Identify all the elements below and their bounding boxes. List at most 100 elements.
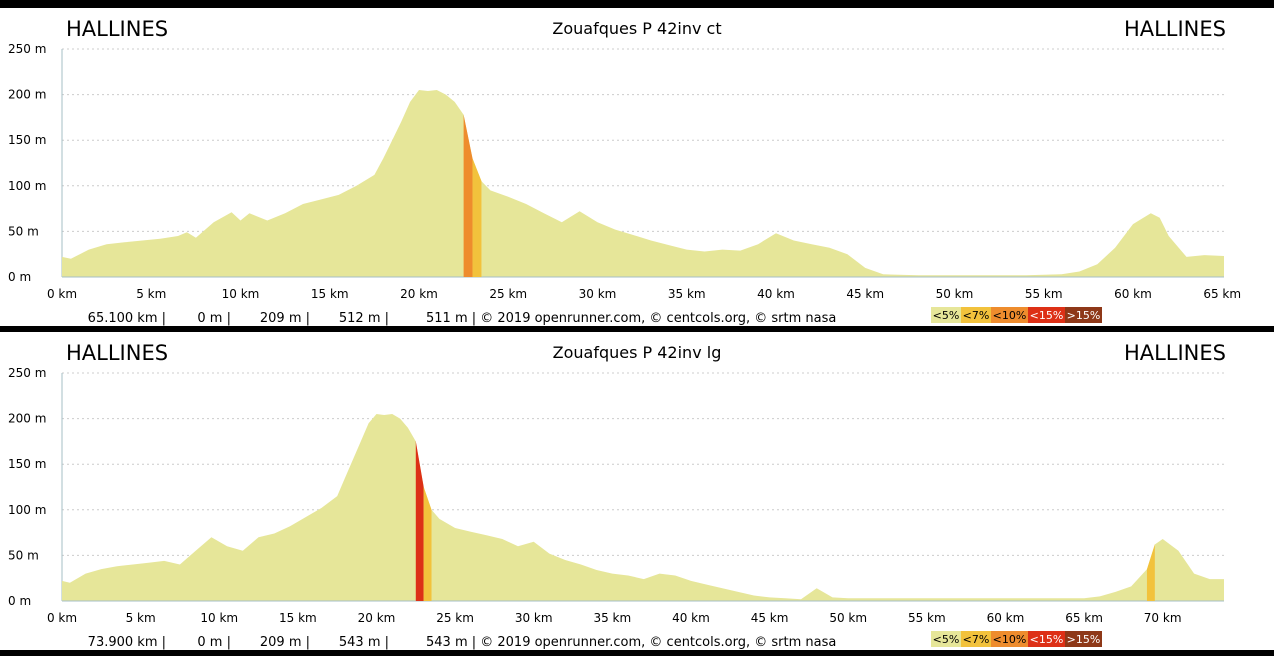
profile-panel-1: HALLINES Zouafques P 42inv ct HALLINES 0… [0,8,1274,326]
x-tick-label: 65 km [1203,287,1241,301]
legend-label: <7% [963,309,990,322]
legend-entry: <10% [991,631,1028,647]
legend-entry: <15% [1028,307,1065,323]
y-tick-label: 0 m [8,594,31,608]
footer-elevation-gain: 543 m | [339,635,389,650]
legend-swatch [961,307,991,323]
x-tick-label: 15 km [279,611,317,625]
x-tick-label: 30 km [515,611,553,625]
legend-swatch [1028,307,1065,323]
y-tick-label: 150 m [8,133,46,147]
legend-label: <5% [933,309,960,322]
legend-label: <15% [1030,309,1064,322]
x-tick-label: 55 km [908,611,946,625]
footer-elevation-gain: 512 m | [339,311,389,326]
x-axis-ticks: 0 km 5 km 10 km 15 km 20 km 25 km 30 km 35 km 40… [47,611,1182,625]
grid-lines [61,48,1224,277]
x-tick-label: 20 km [400,287,438,301]
chart-title: Zouafques P 42inv ct [552,19,721,38]
panel-1-background [0,8,1274,326]
footer-distance: 73.900 km | [88,635,166,650]
footer-elevation-loss-credits: 511 m | © 2019 openrunner.com, © centcol… [426,311,836,326]
legend-label: >15% [1067,633,1101,646]
end-label: HALLINES [1124,17,1226,41]
elevation-area [62,414,1224,602]
footer-min-elevation: 0 m | [197,311,231,326]
grade-band [423,414,432,601]
y-tick-label: 150 m [8,457,46,471]
x-tick-label: 10 km [222,287,260,301]
legend-entry: <15% [1028,631,1065,647]
legend-label: <7% [963,633,990,646]
start-label: HALLINES [66,341,168,365]
legend-entry: >15% [1065,307,1102,323]
x-axis-ticks: 0 km 5 km 10 km 15 km 20 km 25 km 30 km 35 km 40… [47,287,1241,301]
start-label: HALLINES [66,17,168,41]
footer-distance: 65.100 km | [88,311,166,326]
x-tick-label: 10 km [200,611,238,625]
grade-band [415,414,424,601]
legend-label: <15% [1030,633,1064,646]
x-tick-label: 50 km [936,287,974,301]
legend-swatch [931,307,961,323]
x-tick-label: 70 km [1144,611,1182,625]
legend-entry: <7% [961,631,991,647]
x-tick-label: 25 km [436,611,474,625]
legend-swatch [1065,307,1102,323]
chart-title: Zouafques P 42inv lg [553,343,722,362]
x-tick-label: 30 km [579,287,617,301]
y-tick-label: 200 m [8,412,46,426]
y-tick-label: 100 m [8,503,46,517]
grid-lines [61,372,1224,601]
elevation-profile-area [62,414,1224,601]
profile-panel-2: HALLINES Zouafques P 42inv lg HALLINES 0… [0,332,1274,650]
x-tick-label: 45 km [751,611,789,625]
legend-label: <10% [993,309,1027,322]
x-tick-label: 5 km [126,611,156,625]
x-tick-label: 40 km [757,287,795,301]
x-tick-label: 0 km [47,287,77,301]
x-tick-label: 20 km [358,611,396,625]
grade-band [472,90,482,277]
y-axis-ticks: 0 m 50 m 100 m 150 m 200 m 250 m [8,366,46,608]
legend-entry: <7% [961,307,991,323]
legend-entry: <5% [931,631,961,647]
legend-label: >15% [1067,309,1101,322]
y-tick-label: 50 m [8,548,39,562]
panel-2-background [0,332,1274,650]
legend-swatch [961,631,991,647]
y-tick-label: 50 m [8,224,39,238]
x-tick-label: 40 km [672,611,710,625]
y-tick-label: 200 m [8,88,46,102]
legend-swatch [931,631,961,647]
legend-swatch [1065,631,1102,647]
y-tick-label: 100 m [8,179,46,193]
y-tick-label: 250 m [8,366,46,380]
elevation-profile-area [62,90,1224,277]
x-tick-label: 65 km [1065,611,1103,625]
grade-bands [463,90,482,277]
x-tick-label: 35 km [668,287,706,301]
x-tick-label: 50 km [829,611,867,625]
legend-label: <5% [933,633,960,646]
legend-label: <10% [993,633,1027,646]
x-tick-label: 5 km [136,287,166,301]
x-tick-label: 0 km [47,611,77,625]
grade-legend: <5% <7% <10% <15% >15% [931,307,1102,323]
x-tick-label: 55 km [1025,287,1063,301]
x-tick-label: 45 km [846,287,884,301]
x-tick-label: 15 km [311,287,349,301]
grade-band [463,90,473,277]
y-tick-label: 250 m [8,42,46,56]
x-tick-label: 60 km [1114,287,1152,301]
x-tick-label: 60 km [987,611,1025,625]
end-label: HALLINES [1124,341,1226,365]
legend-entry: >15% [1065,631,1102,647]
legend-swatch [991,307,1028,323]
y-tick-label: 0 m [8,270,31,284]
y-axis-ticks: 0 m 50 m 100 m 150 m 200 m 250 m [8,42,46,284]
footer-stats: 73.900 km | 0 m | 209 m | 543 m | 543 m … [88,635,837,650]
footer-max-elevation: 209 m | [260,635,310,650]
legend-swatch [1028,631,1065,647]
